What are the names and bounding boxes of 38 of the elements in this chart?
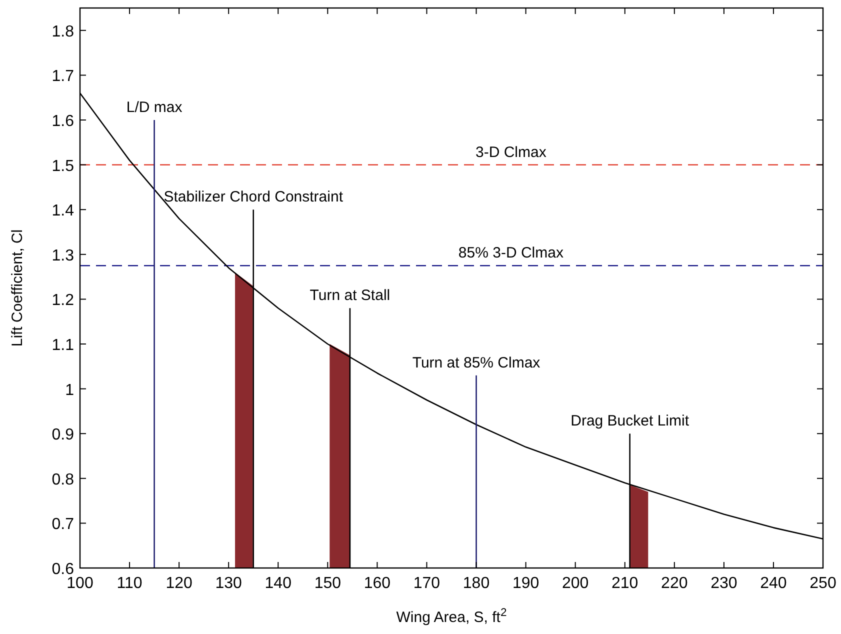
x-tick-label: 210 xyxy=(612,575,638,592)
y-tick-label: 0.8 xyxy=(52,471,74,488)
y-tick-label: 0.6 xyxy=(52,561,74,578)
series-label: Stabilizer Chord Constraint xyxy=(164,188,344,206)
y-tick-label: 1.7 xyxy=(52,68,74,86)
y-axis-title: Lift Coefficient, Cl xyxy=(9,229,26,347)
y-tick-label: 1.8 xyxy=(52,23,74,40)
y-tick-label: 1.6 xyxy=(52,113,74,130)
y-tick-label: 0.7 xyxy=(52,516,74,534)
x-tick-label: 200 xyxy=(562,575,589,592)
x-tick-label: 110 xyxy=(116,575,142,592)
x-tick-label: 100 xyxy=(66,575,94,592)
ref-line-label: 3-D Clmax xyxy=(476,144,547,161)
x-tick-label: 180 xyxy=(462,575,490,592)
y-tick-label: 1 xyxy=(65,382,74,399)
x-tick-label: 230 xyxy=(710,575,738,592)
x-tick-label: 150 xyxy=(314,575,342,592)
series-label: Turn at Stall xyxy=(310,287,390,304)
x-tick-label: 190 xyxy=(512,575,540,592)
x-tick-label: 220 xyxy=(661,575,688,592)
x-tick-label: 130 xyxy=(215,575,242,592)
ref-line-label: 85% 3-D Clmax xyxy=(458,244,564,262)
x-tick-label: 120 xyxy=(166,575,193,592)
y-tick-label: 1.3 xyxy=(52,247,74,264)
y-tick-label: 0.9 xyxy=(52,426,74,444)
x-tick-label: 160 xyxy=(364,575,391,592)
series-label: L/D max xyxy=(126,99,183,116)
y-tick-label: 1.5 xyxy=(52,158,74,175)
series-label: Drag Bucket Limit xyxy=(570,412,690,430)
series-label: Turn at 85% Clmax xyxy=(412,354,541,372)
x-tick-label: 140 xyxy=(264,575,292,592)
y-tick-label: 1.2 xyxy=(52,292,74,310)
x-tick-label: 240 xyxy=(760,575,787,592)
x-tick-label: 170 xyxy=(413,575,440,592)
y-tick-label: 1.1 xyxy=(52,337,74,354)
y-tick-label: 1.4 xyxy=(52,202,74,220)
x-axis-title: Wing Area, S, ft$^{2}$ xyxy=(396,607,507,626)
x-tick-label: 250 xyxy=(810,575,836,592)
